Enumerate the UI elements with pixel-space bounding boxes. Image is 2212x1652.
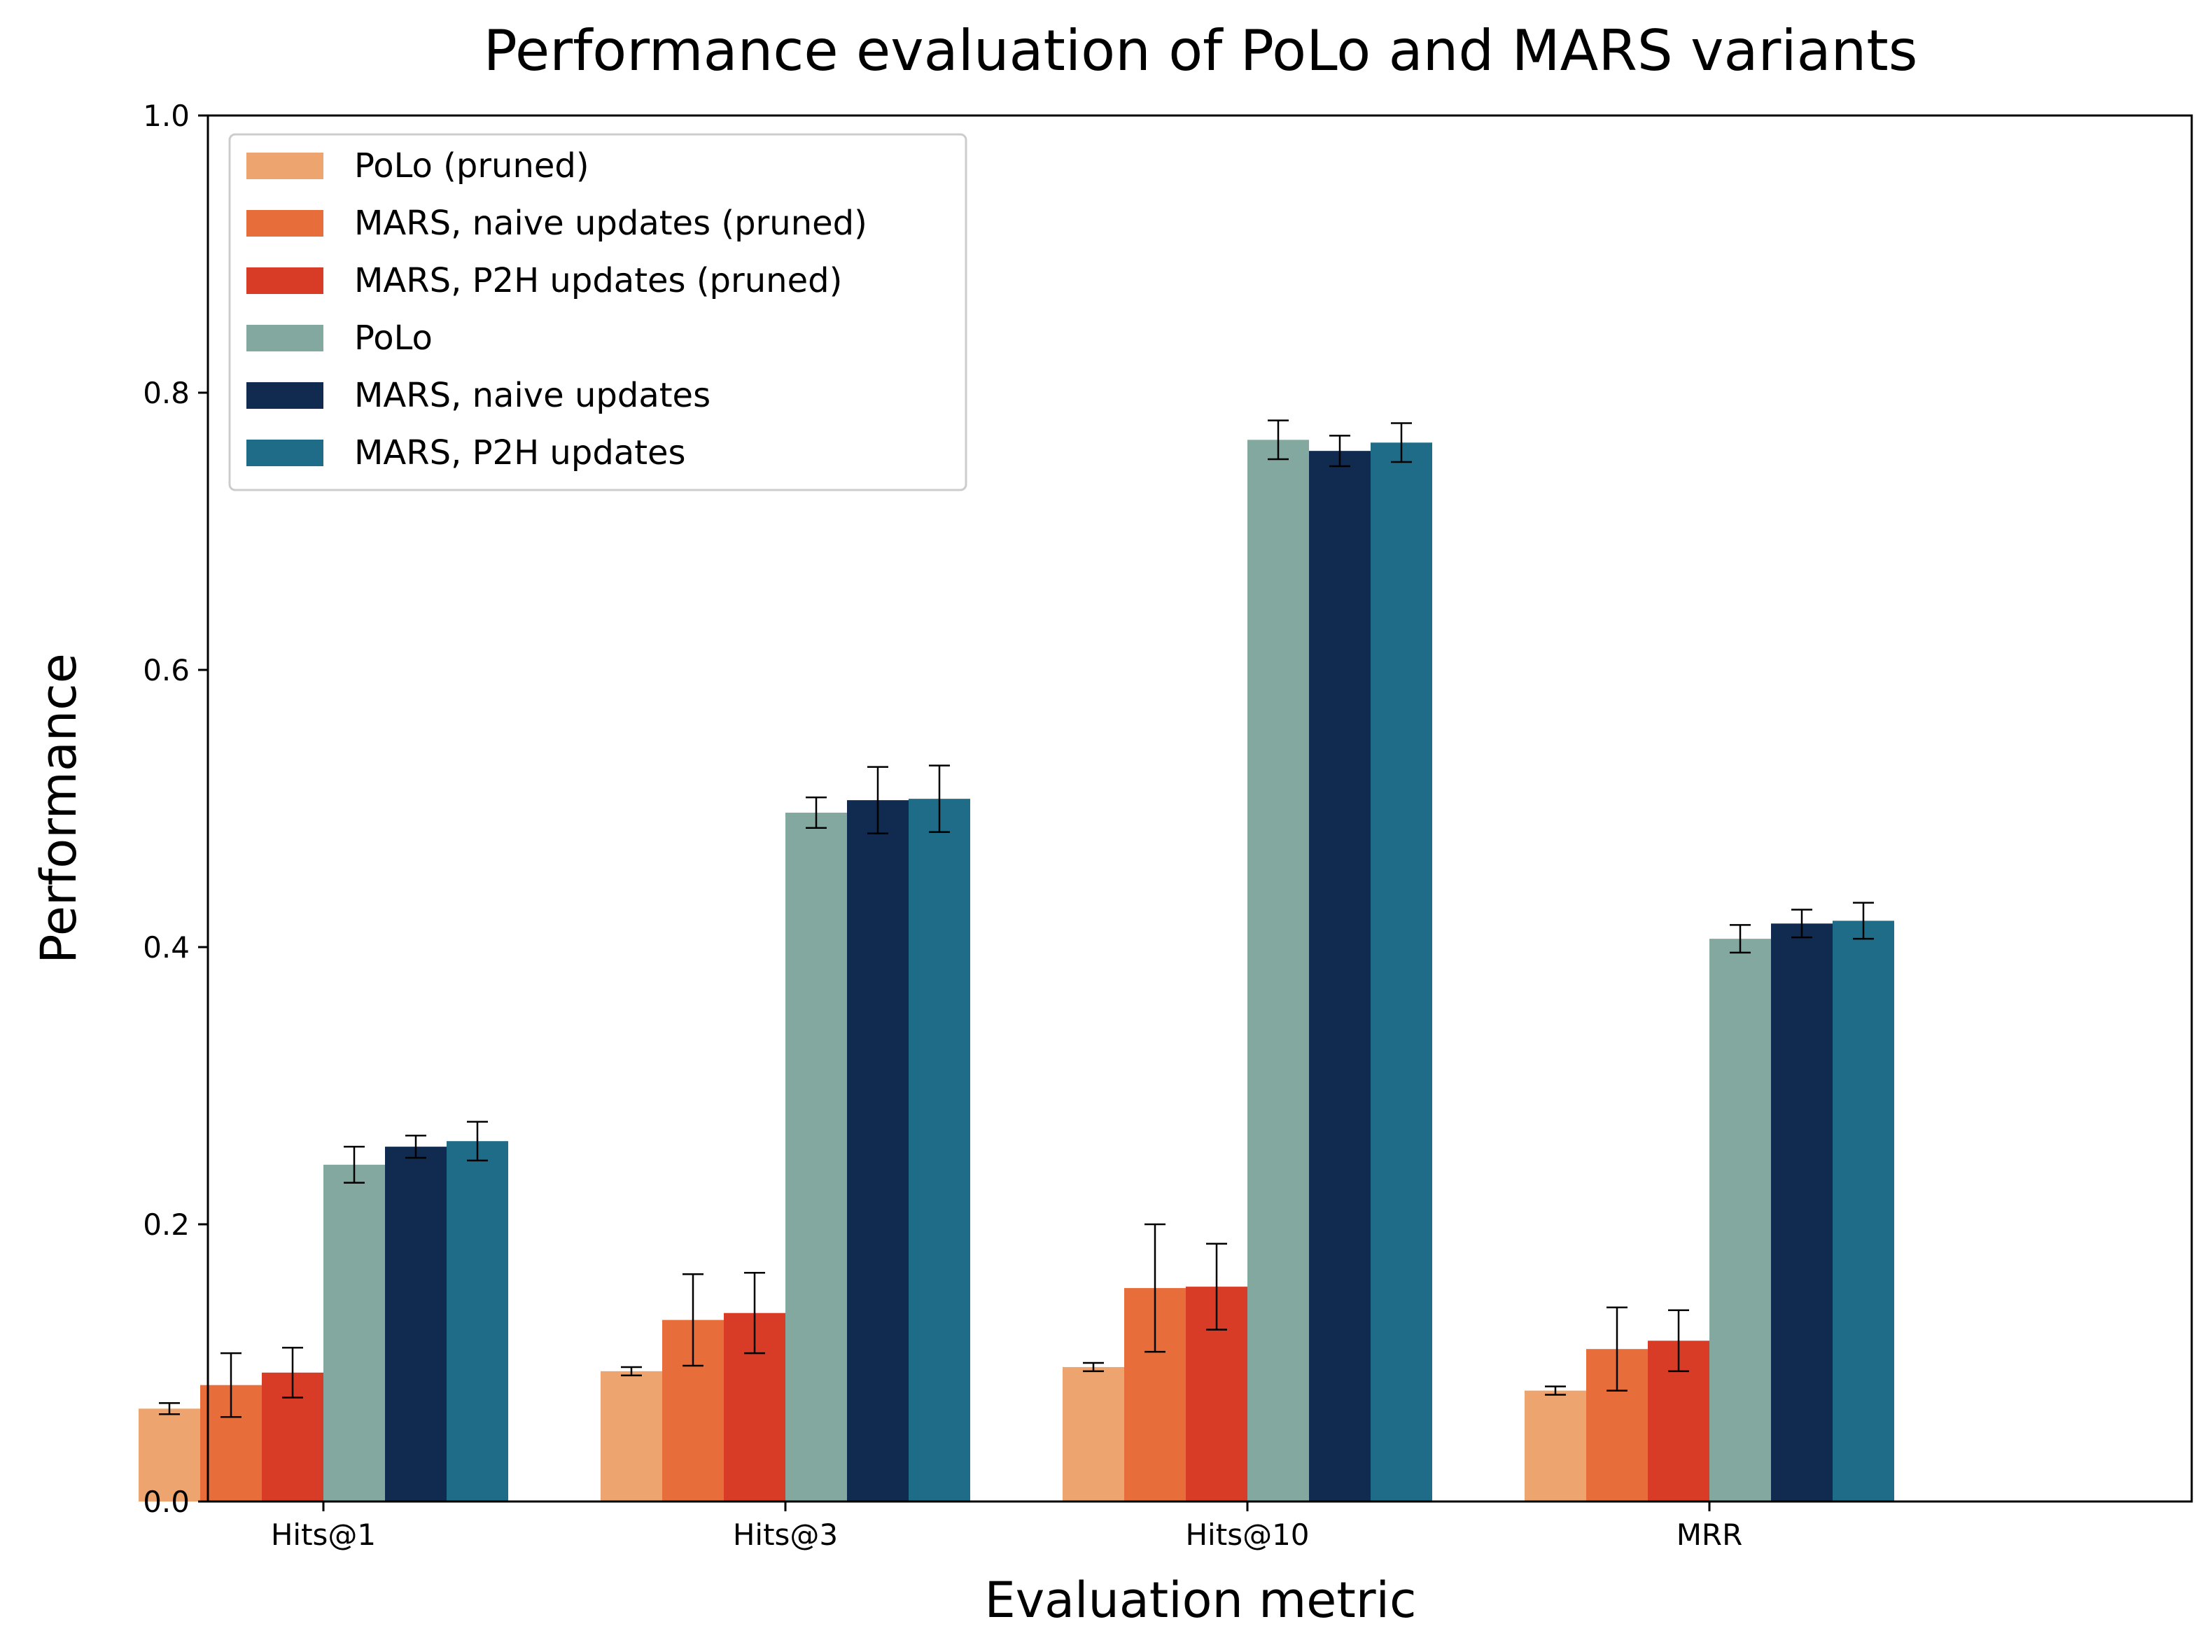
- bar: [1371, 442, 1432, 1502]
- legend-frame: [228, 133, 967, 491]
- legend-entry-label: MARS, naive updates: [354, 376, 710, 415]
- errorbars-layer: [159, 419, 1874, 1418]
- y-tick-label: 0.0: [143, 1485, 190, 1519]
- bar: [601, 1371, 662, 1502]
- bar: [847, 800, 909, 1502]
- legend-swatch: [246, 440, 323, 466]
- x-tick-label: Hits@1: [271, 1518, 376, 1552]
- x-axis: Hits@1 Hits@3 Hits@10 MRR: [271, 1502, 1742, 1552]
- bar: [323, 1164, 385, 1502]
- legend-swatch: [246, 382, 323, 409]
- bar: [1525, 1390, 1586, 1502]
- legend-entry-label: MARS, P2H updates (pruned): [354, 261, 842, 300]
- bar: [385, 1147, 447, 1502]
- bar: [1771, 923, 1833, 1502]
- legend-swatch: [246, 267, 323, 294]
- plot-area-frame: [206, 114, 2193, 1503]
- x-tick-label: Hits@3: [733, 1518, 838, 1552]
- y-tick-label: 0.4: [143, 930, 190, 965]
- bar: [1709, 939, 1771, 1502]
- bar: [785, 812, 847, 1502]
- legend-entry-label: PoLo (pruned): [354, 146, 589, 186]
- legend-entry-label: MARS, P2H updates: [354, 433, 686, 472]
- legend-swatch: [246, 325, 323, 351]
- legend-entry-label: MARS, naive updates (pruned): [354, 204, 867, 243]
- y-tick-label: 0.2: [143, 1208, 190, 1242]
- chart-title: Performance evaluation of PoLo and MARS …: [484, 18, 1918, 83]
- bar: [447, 1141, 508, 1502]
- bars-layer: [139, 440, 1894, 1502]
- bar: [1247, 440, 1309, 1502]
- x-axis-label: Evaluation metric: [984, 1572, 1416, 1629]
- y-tick-label: 0.6: [143, 653, 190, 687]
- bar: [1833, 920, 1894, 1502]
- legend: PoLo (pruned) MARS, naive updates (pruned…: [228, 133, 967, 491]
- y-tick-label: 1.0: [143, 99, 190, 133]
- y-axis: 0.0 0.2 0.4 0.6 0.8 1.0: [143, 99, 208, 1519]
- bar: [909, 799, 970, 1502]
- x-tick-label: Hits@10: [1185, 1518, 1309, 1552]
- bar: [139, 1408, 200, 1502]
- legend-swatch: [246, 210, 323, 237]
- y-tick-label: 0.8: [143, 376, 190, 410]
- legend-swatch: [246, 153, 323, 179]
- x-tick-label: MRR: [1676, 1518, 1743, 1552]
- bar: [1309, 451, 1371, 1502]
- legend-entry-label: PoLo: [354, 318, 433, 358]
- bar: [1063, 1366, 1124, 1502]
- y-axis-label: Performance: [30, 653, 88, 964]
